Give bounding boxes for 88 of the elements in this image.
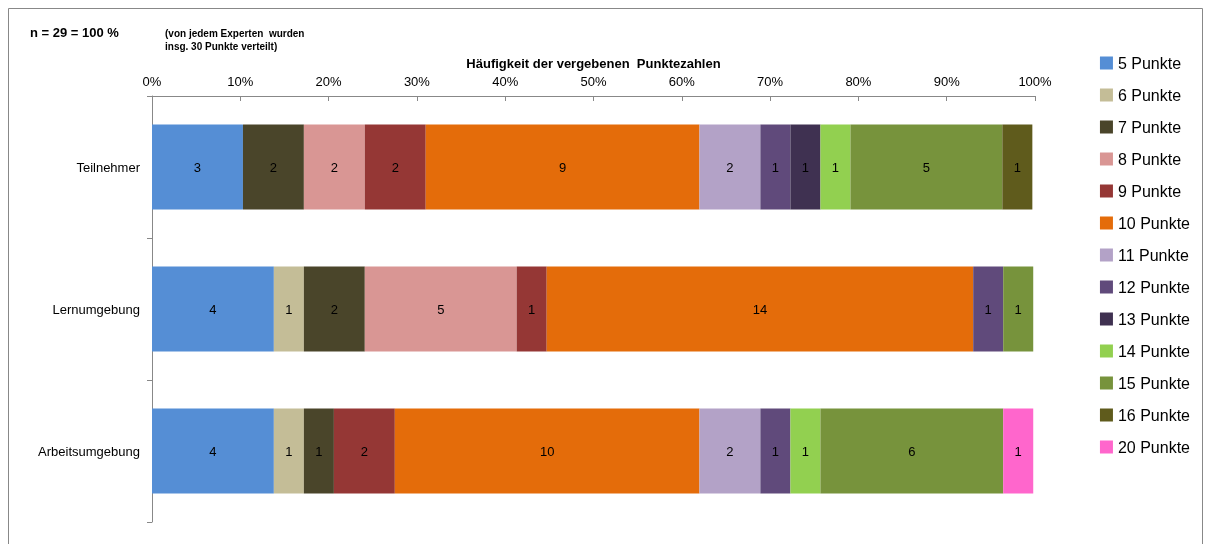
annotation: 1 <box>285 443 293 459</box>
annotation: 5 <box>437 301 445 317</box>
annotation: 1 <box>771 159 780 175</box>
x-tick-label: 20% <box>315 74 343 89</box>
legend-label: 15 Punkte <box>1117 374 1191 392</box>
y-tick-label: Teilnehmer <box>76 159 141 175</box>
annotation: 6 <box>908 443 916 459</box>
bar <box>394 408 700 494</box>
bar <box>516 266 547 352</box>
x-tick-label: 50% <box>580 74 607 89</box>
y-tick-label: Arbeitsumgebung <box>38 443 140 459</box>
x-tick-label: 100% <box>1018 74 1053 89</box>
bar <box>333 408 395 494</box>
bar <box>273 266 304 352</box>
bar <box>425 124 700 210</box>
bar <box>303 266 365 352</box>
bar <box>760 408 791 494</box>
annotation: 2 <box>330 301 338 317</box>
annotation: 1 <box>771 443 780 459</box>
y-tick-label: Lernumgebung <box>52 301 140 317</box>
annotation: 1 <box>1013 159 1021 175</box>
annotation: 1 <box>801 443 810 459</box>
x-tick-label: 80% <box>845 74 872 89</box>
annotation: 2 <box>269 159 278 175</box>
annotation: 4 <box>209 443 217 459</box>
annotation: 5 <box>922 159 931 175</box>
bar <box>273 408 304 494</box>
annotation: 1 <box>831 159 840 175</box>
x-tick-label: 10% <box>227 74 254 89</box>
bar <box>790 408 821 494</box>
bar <box>303 408 334 494</box>
legend-label: 12 Punkte <box>1117 278 1191 296</box>
bar <box>820 408 1004 494</box>
x-tick-label: 60% <box>668 74 696 89</box>
legend-label: 14 Punkte <box>1117 342 1191 360</box>
bar <box>790 124 821 210</box>
x-axis-title: Häufigkeit der vergebenen Punktezahlen <box>466 56 721 72</box>
x-tick-label: 30% <box>403 74 431 89</box>
legend-label: 9 Punkte <box>1117 182 1182 200</box>
bar <box>152 124 243 210</box>
legend-label: 11 Punkte <box>1117 246 1189 264</box>
bar <box>760 124 791 210</box>
bar <box>1003 266 1034 352</box>
annotation: 1 <box>528 301 536 317</box>
annotation: 2 <box>726 159 734 175</box>
bar <box>1002 124 1033 210</box>
bar <box>699 124 761 210</box>
bar <box>242 124 304 210</box>
annotation: 2 <box>330 159 338 175</box>
annotation: 2 <box>726 443 734 459</box>
annotation: 1 <box>801 159 810 175</box>
annotation: 4 <box>209 301 217 317</box>
annotation: 3 <box>193 159 202 175</box>
bar <box>152 408 274 494</box>
text: n = 29 = 100 % <box>30 25 120 40</box>
bar <box>820 124 851 210</box>
bar <box>152 266 274 352</box>
legend-label: 13 Punkte <box>1117 310 1191 328</box>
legend-label: 6 Punkte <box>1117 86 1182 104</box>
legend-label: 5 Punkte <box>1117 54 1182 72</box>
x-tick-label: 70% <box>757 74 784 89</box>
bar <box>1003 408 1034 494</box>
text: (von jedem Experten wurden insg. 30 Punkte verteilt) <box>165 28 305 52</box>
annotation: 9 <box>558 159 567 175</box>
annotation: 1 <box>1014 443 1022 459</box>
legend-label: 8 Punkte <box>1117 150 1182 168</box>
annotation: 2 <box>391 159 399 175</box>
bar <box>973 266 1004 352</box>
annotation: 14 <box>752 301 768 317</box>
x-tick-label: 0% <box>142 74 162 89</box>
x-tick-label: 40% <box>492 74 519 89</box>
annotation: 2 <box>360 443 368 459</box>
annotation: 1 <box>285 301 293 317</box>
x-tick-label: 90% <box>933 74 961 89</box>
legend-label: 20 Punkte <box>1117 438 1191 456</box>
annotation: 10 <box>539 443 555 459</box>
annotation: 1 <box>984 301 992 317</box>
bar <box>546 266 974 352</box>
legend-label: 16 Punkte <box>1117 406 1191 424</box>
annotation: 1 <box>1014 301 1022 317</box>
legend-label: 7 Punkte <box>1117 118 1182 136</box>
bar <box>364 124 426 210</box>
annotation: 1 <box>315 443 323 459</box>
bar <box>699 408 761 494</box>
legend-label: 10 Punkte <box>1117 214 1191 232</box>
bar <box>364 266 517 352</box>
bar <box>850 124 1003 210</box>
bar <box>303 124 365 210</box>
